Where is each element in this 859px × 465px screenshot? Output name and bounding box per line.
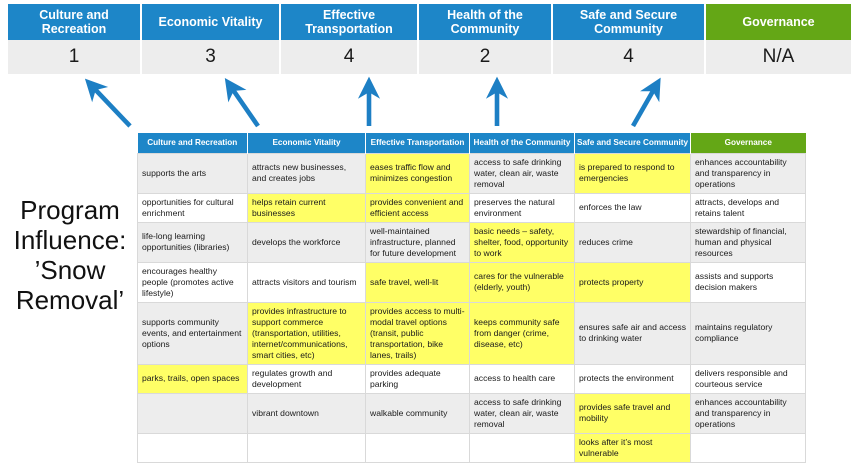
matrix-cell: opportunities for cultural enrichment (137, 192, 248, 223)
score-value-effective-transportation: 4 (281, 40, 419, 74)
matrix-cell: delivers responsible and courteous servi… (690, 363, 806, 394)
matrix-cell: attracts, develops and retains talent (690, 192, 806, 223)
matrix-cell: cares for the vulnerable (elderly, youth… (469, 261, 575, 303)
matrix-cell: well-maintained infrastructure, planned … (365, 221, 470, 263)
arrow-safe-and-secure-community (631, 77, 661, 128)
table-row: vibrant downtown walkable community access… (137, 392, 806, 434)
table-row: parks, trails, open spaces regulates grow… (137, 363, 806, 394)
matrix-header-governance: Governance (690, 133, 806, 153)
matrix-cell: access to health care (469, 363, 575, 394)
score-header-effective-transportation: Effective Transportation (281, 4, 419, 40)
matrix-cell (469, 432, 575, 463)
matrix-cell: ensures safe air and access to drinking … (574, 301, 691, 365)
matrix-cell: enforces the law (574, 192, 691, 223)
matrix-header-row: Culture and Recreation Economic Vitality… (137, 133, 806, 153)
matrix-cell: basic needs – safety, shelter, food, opp… (469, 221, 575, 263)
score-value-culture-and-recreation: 1 (8, 40, 142, 74)
matrix-cell: supports the arts (137, 152, 248, 194)
score-value-safe-and-secure-community: 4 (553, 40, 706, 74)
matrix-header-culture-and-recreation: Culture and Recreation (137, 133, 248, 153)
matrix-cell: enhances accountability and transparency… (690, 152, 806, 194)
matrix-body: supports the arts attracts new businesses… (137, 152, 806, 463)
matrix-cell (365, 432, 470, 463)
score-banner-header-row: Culture and Recreation Economic Vitality… (8, 4, 851, 40)
matrix-cell: is prepared to respond to emergencies (574, 152, 691, 194)
matrix-cell: supports community events, and entertain… (137, 301, 248, 365)
matrix-cell: provides adequate parking (365, 363, 470, 394)
matrix-cell: safe travel, well-lit (365, 261, 470, 303)
matrix-cell: protects the environment (574, 363, 691, 394)
matrix-cell: life-long learning opportunities (librar… (137, 221, 248, 263)
matrix-cell: assists and supports decision makers (690, 261, 806, 303)
arrow-economic-vitality (224, 77, 260, 128)
matrix-cell: protects property (574, 261, 691, 303)
matrix-cell (137, 392, 248, 434)
matrix-cell: maintains regulatory compliance (690, 301, 806, 365)
influence-matrix: Culture and Recreation Economic Vitality… (137, 133, 806, 463)
table-row: supports community events, and entertain… (137, 301, 806, 365)
matrix-cell: provides infrastructure to support comme… (247, 301, 366, 365)
program-influence-caption: Program Influence: ’Snow Removal’ (13, 195, 127, 315)
matrix-cell: develops the workforce (247, 221, 366, 263)
matrix-cell: stewardship of financial, human and phys… (690, 221, 806, 263)
score-banner-value-row: 1 3 4 2 4 N/A (8, 40, 851, 74)
score-header-economic-vitality: Economic Vitality (142, 4, 281, 40)
score-header-health-of-the-community: Health of the Community (419, 4, 553, 40)
matrix-header-health-of-the-community: Health of the Community (469, 133, 575, 153)
matrix-cell: provides convenient and efficient access (365, 192, 470, 223)
matrix-cell: regulates growth and development (247, 363, 366, 394)
table-row: life-long learning opportunities (librar… (137, 221, 806, 263)
score-banner: Culture and Recreation Economic Vitality… (8, 4, 851, 74)
matrix-cell (247, 432, 366, 463)
matrix-cell: attracts visitors and tourism (247, 261, 366, 303)
matrix-cell: reduces crime (574, 221, 691, 263)
matrix-cell: encourages healthy people (promotes acti… (137, 261, 248, 303)
table-row: looks after it’s most vulnerable (137, 432, 806, 463)
matrix-cell: provides access to multi-modal travel op… (365, 301, 470, 365)
matrix-cell: preserves the natural environment (469, 192, 575, 223)
matrix-cell: access to safe drinking water, clean air… (469, 152, 575, 194)
matrix-cell: parks, trails, open spaces (137, 363, 248, 394)
table-row: encourages healthy people (promotes acti… (137, 261, 806, 303)
matrix-cell: enhances accountability and transparency… (690, 392, 806, 434)
matrix-cell: eases traffic flow and minimizes congest… (365, 152, 470, 194)
table-row: supports the arts attracts new businesses… (137, 152, 806, 194)
matrix-cell: vibrant downtown (247, 392, 366, 434)
matrix-cell: helps retain current businesses (247, 192, 366, 223)
matrix-cell: attracts new businesses, and creates job… (247, 152, 366, 194)
table-row: opportunities for cultural enrichment hel… (137, 192, 806, 223)
matrix-header-safe-and-secure-community: Safe and Secure Community (574, 133, 691, 153)
matrix-cell (690, 432, 806, 463)
score-header-culture-and-recreation: Culture and Recreation (8, 4, 142, 40)
matrix-cell: walkable community (365, 392, 470, 434)
score-header-governance: Governance (706, 4, 851, 40)
score-value-economic-vitality: 3 (142, 40, 281, 74)
matrix-cell: access to safe drinking water, clean air… (469, 392, 575, 434)
score-value-governance: N/A (706, 40, 851, 74)
matrix-cell: looks after it’s most vulnerable (574, 432, 691, 463)
matrix-header-economic-vitality: Economic Vitality (247, 133, 366, 153)
matrix-cell: keeps community safe from danger (crime,… (469, 301, 575, 365)
score-value-health-of-the-community: 2 (419, 40, 553, 74)
matrix-header-effective-transportation: Effective Transportation (365, 133, 470, 153)
score-header-safe-and-secure-community: Safe and Secure Community (553, 4, 706, 40)
arrow-layer (84, 76, 661, 128)
arrow-culture-and-recreation (84, 78, 132, 128)
matrix-cell: provides safe travel and mobility (574, 392, 691, 434)
matrix-cell (137, 432, 248, 463)
